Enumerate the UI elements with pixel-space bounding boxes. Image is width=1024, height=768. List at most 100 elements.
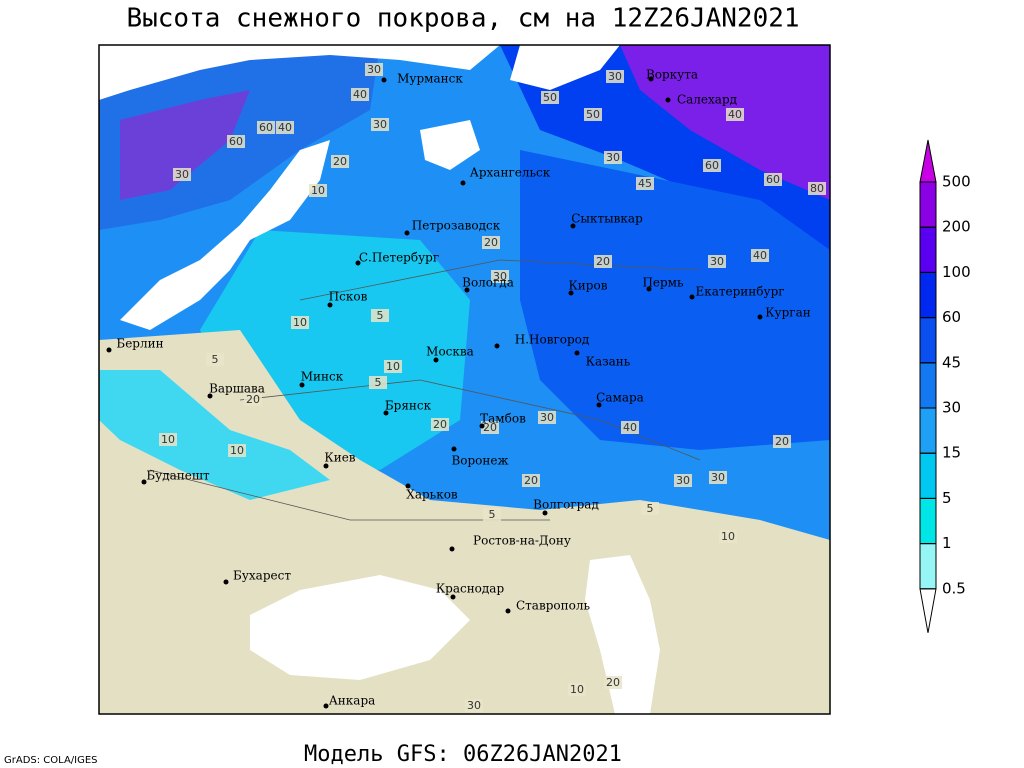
colorbar-label: 15 [942, 444, 961, 462]
contour-label: 60 [229, 135, 243, 148]
contour-label: 30 [373, 118, 387, 131]
city-label: Брянск [385, 399, 432, 413]
contour-label: 40 [623, 421, 637, 434]
contour-label: 40 [753, 249, 767, 262]
sea-black [250, 575, 470, 680]
snow-light-west [99, 370, 330, 500]
contour-label: 20 [333, 155, 347, 168]
contour-label: 20 [483, 421, 497, 434]
contour-label-bg [244, 393, 262, 406]
contour-label: 20 [524, 474, 538, 487]
contour-label: 10 [161, 433, 175, 446]
city-label: Самара [596, 391, 644, 405]
contour-label-bg [227, 135, 245, 148]
contour-label-bg [568, 683, 586, 696]
city-dot [404, 230, 410, 236]
colorbar-arrow-high [919, 139, 937, 183]
colorbar-segment [919, 452, 937, 499]
contour-label-bg [369, 376, 387, 389]
contour-label: 30 [467, 699, 481, 712]
city-label: С.Петербург [359, 251, 439, 265]
city-dot [355, 260, 361, 266]
colorbar-label: 30 [942, 399, 961, 417]
city-label: Псков [329, 290, 368, 304]
contour-label-bg [257, 121, 275, 134]
city-label: Казань [586, 355, 631, 369]
contour-label: 60 [705, 159, 719, 172]
sea-arctic [99, 45, 500, 100]
city-label: Ставрополь [516, 599, 590, 613]
contour-label: 10 [293, 316, 307, 329]
city-label: Воронеж [451, 454, 508, 468]
city-label: Петрозаводск [412, 219, 501, 233]
city-dot [323, 463, 329, 469]
contour-label-bg [431, 418, 449, 431]
city-label: Москва [426, 345, 474, 359]
contour-label: 20 [606, 676, 620, 689]
contour-label: 40 [278, 121, 292, 134]
contour-label-bg [351, 88, 369, 101]
contour-label: 30 [710, 255, 724, 268]
title: Высота снежного покрова, см на 12Z26JAN2… [126, 4, 799, 34]
city-dot [323, 703, 329, 709]
contour-label-bg [604, 151, 622, 164]
city-dot [223, 579, 229, 585]
city-dot [141, 479, 147, 485]
contour-label-bg [604, 676, 622, 689]
contour-label-bg [522, 474, 540, 487]
colorbar-arrow-low [919, 588, 937, 633]
contour-label-bg [808, 182, 826, 195]
contour-label: 60 [259, 121, 273, 134]
city-dot [505, 608, 511, 614]
sea-white [420, 120, 480, 170]
contour-label-bg [276, 121, 294, 134]
city-dot [451, 446, 457, 452]
colorbar-label: 500 [942, 173, 971, 191]
sea-baltic [120, 140, 330, 330]
contour-label: 20 [775, 435, 789, 448]
city-dot [568, 290, 574, 296]
contour-label-bg [773, 435, 791, 448]
contour-label-bg [173, 168, 191, 181]
contour-label: 30 [540, 411, 554, 424]
snow-mountains [120, 90, 250, 200]
contour-label: 50 [586, 108, 600, 121]
colorbar-segment [919, 543, 937, 590]
contour-label: 10 [386, 360, 400, 373]
city-dot [646, 286, 652, 292]
colorbar-segment [919, 497, 937, 545]
contour-label: 10 [570, 683, 584, 696]
city-label: Ростов-на-Дону [473, 534, 571, 548]
contour-label: 30 [676, 474, 690, 487]
contour-label-bg [726, 108, 744, 121]
snow-very-deep [620, 45, 830, 200]
colorbar-label: 5 [942, 489, 952, 507]
contour-label: 10 [230, 444, 244, 457]
contour-label: 5 [377, 309, 384, 322]
contour-label-bg [483, 508, 501, 521]
contour-label-bg [703, 159, 721, 172]
contour-label-bg [708, 255, 726, 268]
contour-label-bg [465, 699, 483, 712]
city-label: Пермь [642, 276, 684, 290]
contour-label-bg [206, 353, 224, 366]
contour-label: 5 [489, 508, 496, 521]
contour-label: 30 [367, 63, 381, 76]
sea-barents [510, 45, 620, 90]
colorbar-label: 1 [942, 534, 952, 552]
city-label: Киев [324, 451, 355, 465]
contour-label-bg [482, 236, 500, 249]
city-label: Екатеринбург [695, 285, 784, 299]
contour-label-bg [491, 270, 509, 283]
contour-label-bg [636, 177, 654, 190]
contour-label: 40 [728, 108, 742, 121]
contour-label-bg [541, 91, 559, 104]
city-dot [574, 350, 580, 356]
city-label: Краснодар [436, 582, 505, 596]
city-label: Курган [765, 306, 810, 320]
city-dot [596, 402, 602, 408]
city-label: Салехард [677, 93, 737, 107]
contour-label: 5 [647, 502, 654, 515]
